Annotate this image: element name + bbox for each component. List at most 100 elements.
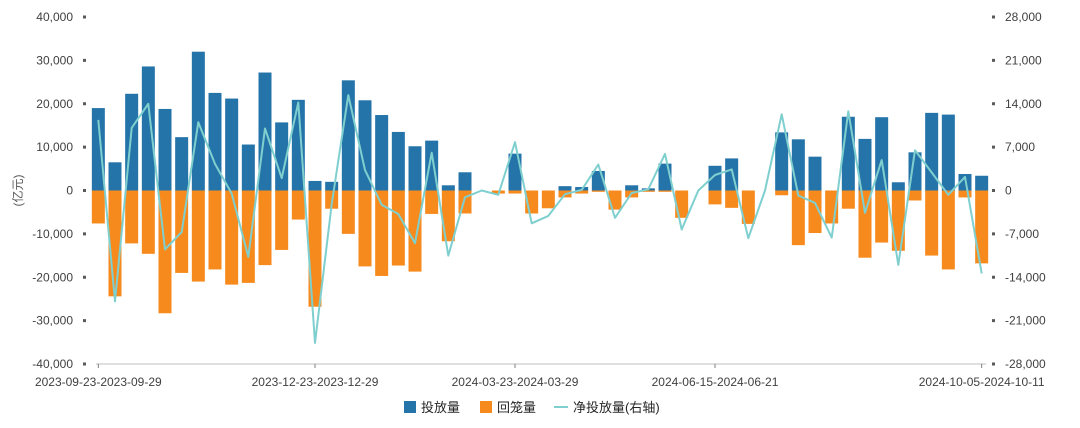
bar-withdraw: [291, 190, 305, 220]
bar-withdraw: [441, 190, 455, 242]
y-tick-label: 20,000: [36, 97, 73, 111]
legend-swatch: [404, 401, 416, 413]
y2-tick-label: -7,000: [1005, 227, 1039, 241]
y-tick-mark: [83, 319, 86, 323]
y2-tick-mark: [992, 275, 995, 279]
bar-withdraw: [225, 190, 239, 285]
bar-inject: [308, 180, 322, 191]
bar-inject: [791, 139, 805, 191]
y2-tick-mark: [992, 319, 995, 323]
bar-inject: [941, 114, 955, 191]
bar-inject: [291, 99, 305, 191]
bar-inject: [358, 100, 372, 191]
bar-withdraw: [925, 190, 939, 256]
bar-inject: [708, 165, 722, 191]
bar-inject: [208, 92, 222, 191]
y-axis-title: (亿元): [10, 175, 25, 207]
y2-tick-label: -21,000: [1005, 314, 1046, 328]
y-tick-label: 30,000: [36, 53, 73, 67]
bar-withdraw: [658, 190, 672, 192]
y-tick-mark: [83, 362, 86, 366]
bar-withdraw: [141, 190, 155, 254]
y2-tick-mark: [992, 362, 995, 366]
bar-inject: [391, 131, 405, 191]
x-tick-label: 2024-06-15-2024-06-21: [652, 375, 779, 389]
bar-withdraw: [575, 190, 589, 194]
bar-inject: [158, 108, 172, 191]
y2-tick-label: -14,000: [1005, 270, 1046, 284]
bar-withdraw: [358, 190, 372, 267]
bar-inject: [925, 112, 939, 191]
bar-inject: [858, 138, 872, 191]
bar-inject: [241, 144, 255, 191]
y-tick-mark: [83, 145, 86, 149]
bar-withdraw: [708, 190, 722, 205]
bar-withdraw: [508, 190, 522, 194]
bar-inject: [841, 116, 855, 191]
bar-inject: [875, 117, 889, 191]
bar-withdraw: [791, 190, 805, 246]
y-tick-label: -20,000: [32, 270, 73, 284]
bar-withdraw: [841, 190, 855, 209]
bar-inject: [625, 185, 639, 191]
bar-withdraw: [191, 190, 205, 282]
y2-tick-mark: [992, 58, 995, 62]
y2-tick-mark: [992, 232, 995, 236]
legend-label: 回笼量: [497, 400, 536, 415]
y2-tick-label: 28,000: [1005, 10, 1042, 24]
y-tick-label: -40,000: [32, 357, 73, 371]
bar-inject: [108, 162, 122, 191]
bar-withdraw: [775, 190, 789, 196]
y2-tick-label: 0: [1005, 184, 1012, 198]
bar-withdraw: [341, 190, 355, 234]
axes: 40,000 30,000 20,000 10,000 0 -10,000 -20,000 -…: [10, 10, 1046, 389]
y-tick-label: -30,000: [32, 314, 73, 328]
bar-withdraw: [541, 190, 555, 209]
bar-inject: [458, 172, 472, 191]
bar-inject: [325, 181, 339, 191]
bar-withdraw: [908, 190, 922, 201]
bar-withdraw: [125, 190, 139, 244]
bar-withdraw: [641, 190, 655, 192]
y-tick-label: -10,000: [32, 227, 73, 241]
y2-tick-mark: [992, 189, 995, 192]
x-tick-label: 2024-10-05-2024-10-11: [919, 375, 1045, 389]
net-line: [97, 94, 983, 344]
y-tick-label: 40,000: [36, 10, 73, 24]
bar-inject: [175, 137, 189, 191]
bar-withdraw: [975, 190, 989, 264]
bar-inject: [408, 146, 422, 191]
y-tick-label: 10,000: [36, 140, 73, 154]
y-tick-mark: [83, 232, 86, 236]
x-tick-label: 2023-09-23-2023-09-29: [35, 375, 162, 389]
y-tick-mark: [83, 189, 86, 192]
bar-inject: [141, 66, 155, 191]
bar-inject: [891, 182, 905, 191]
y2-tick-label: 21,000: [1005, 53, 1042, 67]
legend: 投放量 回笼量 净投放量(右轴): [404, 400, 660, 415]
bar-withdraw: [958, 190, 972, 198]
net-line-layer: [97, 94, 983, 344]
bar-inject: [775, 132, 789, 191]
bar-withdraw: [858, 190, 872, 258]
bar-inject: [225, 98, 239, 191]
bar-inject: [908, 152, 922, 191]
bar-withdraw: [275, 190, 289, 250]
y2-tick-mark: [992, 15, 995, 19]
legend-label: 净投放量(右轴): [573, 400, 660, 415]
bar-withdraw: [308, 190, 322, 307]
y-tick-mark: [83, 15, 86, 19]
x-tick-label: 2023-12-23-2023-12-29: [252, 375, 379, 389]
y-tick-mark: [83, 275, 86, 279]
y-tick-mark: [83, 58, 86, 62]
y-tick-label: 0: [66, 184, 73, 198]
bar-inject: [975, 175, 989, 191]
bar-inject: [441, 185, 455, 191]
legend-label: 投放量: [421, 400, 460, 415]
bar-withdraw: [875, 190, 889, 243]
y2-tick-label: 7,000: [1005, 140, 1035, 154]
bar-inject: [808, 156, 822, 191]
bar-withdraw: [725, 190, 739, 208]
